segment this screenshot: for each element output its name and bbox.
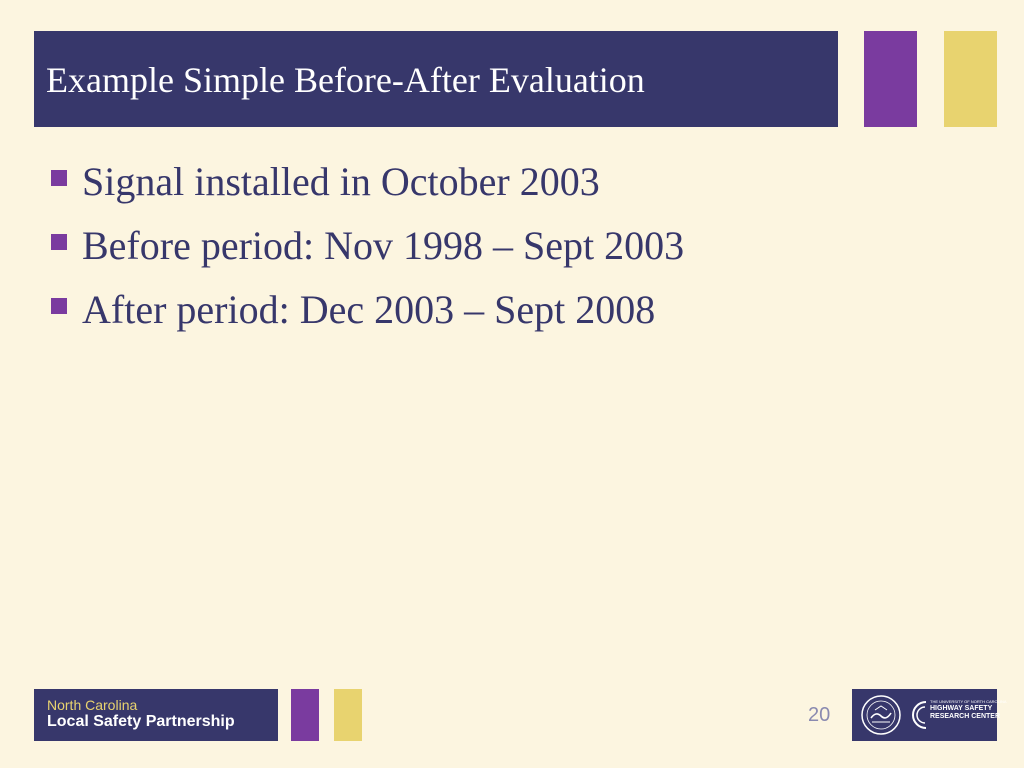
footer-partnership-logo: North Carolina Local Safety Partnership [34,689,278,741]
hsrc-name-label: HIGHWAY SAFETY RESEARCH CENTER [930,705,1000,721]
accent-purple-block-top [864,31,917,127]
square-bullet-icon [51,298,67,314]
accent-gold-block-top [944,31,997,127]
bullet-item: Before period: Nov 1998 – Sept 2003 [48,222,684,286]
hsrc-line2: RESEARCH CENTER [930,713,1001,720]
footer-partnership-label: Local Safety Partnership [47,713,235,730]
bullet-list: Signal installed in October 2003 Before … [48,158,684,350]
square-bullet-icon [51,170,67,186]
bullet-item: After period: Dec 2003 – Sept 2008 [48,286,684,350]
accent-purple-block-bottom [291,689,319,741]
accent-gold-block-bottom [334,689,362,741]
title-bar: Example Simple Before-After Evaluation [34,31,838,127]
hsrc-university-label: THE UNIVERSITY OF NORTH CAROLINA [930,699,1007,704]
partner-logos: THE UNIVERSITY OF NORTH CAROLINA HIGHWAY… [852,689,1007,741]
bullet-text: Signal installed in October 2003 [82,159,600,204]
slide-title: Example Simple Before-After Evaluation [46,60,645,100]
hsrc-logo: THE UNIVERSITY OF NORTH CAROLINA HIGHWAY… [912,699,1007,731]
footer-state-label: North Carolina [47,697,138,713]
hsrc-swoosh-icon [912,701,927,729]
ncdot-seal-icon [861,695,901,735]
bullet-text: Before period: Nov 1998 – Sept 2003 [82,223,685,268]
hsrc-line1: HIGHWAY SAFETY [930,705,993,712]
square-bullet-icon [51,234,67,250]
page-number: 20 [808,704,831,726]
bullet-item: Signal installed in October 2003 [48,158,684,222]
bullet-text: After period: Dec 2003 – Sept 2008 [82,287,656,332]
